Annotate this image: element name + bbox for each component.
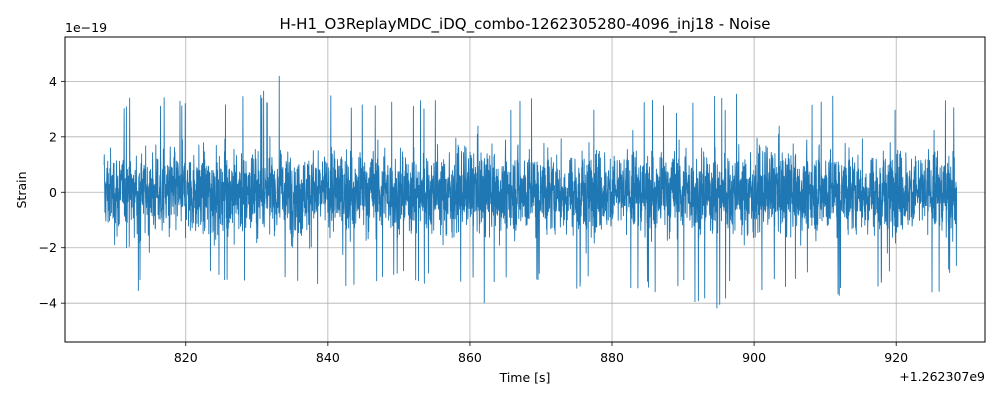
y-tick-label: 4 bbox=[49, 74, 57, 89]
plot-area bbox=[103, 75, 958, 309]
x-tick-label: 860 bbox=[458, 350, 482, 365]
y-tick-label: 0 bbox=[49, 185, 57, 200]
y-tick-label: −2 bbox=[39, 240, 57, 255]
y-axis-label: Strain bbox=[14, 171, 29, 208]
x-tick-label: 880 bbox=[600, 350, 624, 365]
x-axis-offset-label: +1.262307e9 bbox=[899, 369, 985, 384]
x-axis: 820 840 860 880 900 920 bbox=[174, 342, 908, 365]
y-tick-label: 2 bbox=[49, 129, 57, 144]
strain-series-line bbox=[103, 75, 958, 309]
y-axis-scale-label: 1e−19 bbox=[65, 20, 107, 35]
x-tick-label: 840 bbox=[316, 350, 340, 365]
chart-title: H-H1_O3ReplayMDC_iDQ_combo-1262305280-40… bbox=[279, 15, 770, 34]
x-axis-label: Time [s] bbox=[499, 370, 551, 385]
y-tick-label: −4 bbox=[39, 296, 57, 311]
x-tick-label: 900 bbox=[742, 350, 766, 365]
y-axis: −4 −2 0 2 4 bbox=[39, 74, 65, 311]
x-tick-label: 920 bbox=[884, 350, 908, 365]
axes-frame bbox=[64, 36, 986, 343]
x-tick-label: 820 bbox=[174, 350, 198, 365]
